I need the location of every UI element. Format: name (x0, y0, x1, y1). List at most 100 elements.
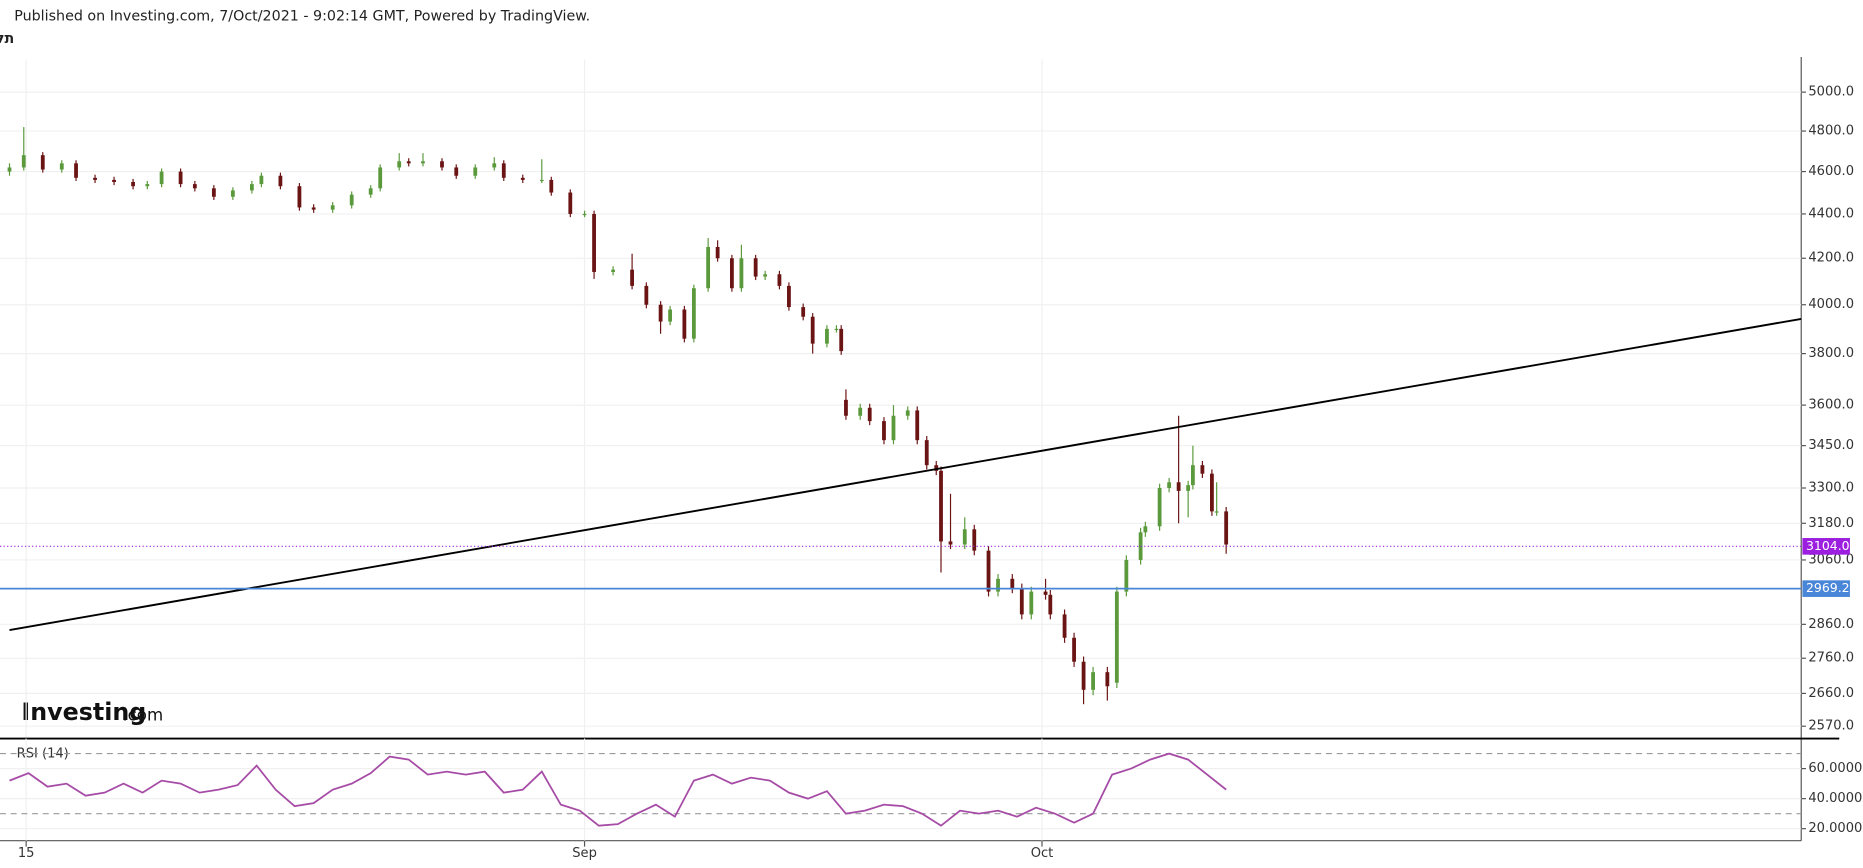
candle-body (682, 309, 687, 339)
y-tick-label: 2760.0 (1808, 651, 1854, 666)
candle-body (810, 316, 815, 344)
candle-body (834, 328, 839, 331)
candle-body (706, 246, 711, 289)
candle-body (397, 161, 402, 168)
candle-body (93, 177, 97, 180)
candle-body (630, 269, 634, 286)
candle-body (454, 167, 459, 176)
candle-body (297, 186, 302, 208)
candle-body (582, 213, 587, 216)
candle-body (753, 258, 758, 277)
candle-body (787, 285, 791, 308)
y-tick-label: 4200.0 (1808, 251, 1854, 266)
candle-body (825, 328, 829, 344)
candle-body (131, 181, 135, 187)
candle-body (891, 415, 896, 441)
candle-body (1214, 511, 1219, 513)
candle-body (1176, 482, 1181, 491)
candle-body (1114, 591, 1119, 683)
y-tick-label: 5000.0 (1808, 85, 1854, 100)
candle-body (962, 529, 967, 545)
candle-body (501, 163, 506, 178)
candle-body (915, 410, 920, 441)
candle-body (1029, 591, 1034, 615)
candle-body (40, 155, 45, 170)
candle-body (192, 184, 197, 189)
candle-body (520, 177, 525, 180)
y-tick-label: 4400.0 (1808, 206, 1854, 221)
y-tick-label: 3450.0 (1808, 438, 1854, 453)
candle-body (1209, 473, 1214, 512)
candle-body (1072, 637, 1076, 662)
y-tick-label: 40.0000 (1808, 791, 1862, 806)
candle-body (882, 421, 886, 441)
candle-body (249, 184, 254, 191)
candle-body (539, 179, 544, 182)
candle-body (1124, 559, 1129, 592)
candle-body (1019, 588, 1024, 615)
candle-body (905, 410, 910, 416)
candle-body (330, 205, 335, 210)
candle-body (939, 470, 943, 542)
trendline (9, 317, 1802, 631)
candle-body (74, 163, 78, 178)
candle-body (1048, 594, 1053, 615)
candle-body (924, 440, 929, 466)
candle-body (763, 274, 768, 277)
candle-body (658, 304, 663, 322)
candle-body (21, 155, 26, 168)
candle-body (178, 171, 183, 185)
candle-body (1081, 661, 1086, 690)
candle-body (230, 190, 235, 197)
candle-body (1157, 488, 1162, 527)
candle-body (844, 399, 848, 416)
candle-body (492, 163, 497, 168)
candle-body (211, 188, 216, 197)
candle-body (1167, 482, 1172, 489)
symbol: תלאביב, אפולו פאוור בע"מ, ישראל:APLP, 60 (0, 31, 14, 47)
candle-body (858, 407, 863, 416)
candle-body (715, 246, 720, 259)
candle-body (1143, 526, 1148, 533)
rsi-title: RSI (14) (17, 747, 69, 762)
candle-body (1190, 465, 1195, 486)
candle-body (59, 163, 64, 170)
candle-body (7, 167, 12, 172)
candle-body (311, 207, 316, 210)
y-tick-label: 3060.0 (1808, 552, 1854, 567)
candle-body (867, 407, 872, 422)
y-tick-label: 4800.0 (1808, 124, 1854, 139)
published: Published on Investing.com, 7/Oct/2021 -… (14, 9, 590, 25)
x-tick-label: Sep (572, 846, 597, 861)
candle-body (368, 188, 373, 195)
y-tick-label: 3180.0 (1808, 516, 1854, 531)
candle-body (611, 269, 615, 272)
candle-body (972, 529, 977, 551)
price-level-label: 3104.0 (1806, 538, 1850, 553)
x-tick-label: Oct (1031, 846, 1054, 861)
candle-body (996, 578, 1000, 592)
rsi-line (9, 752, 1227, 827)
candle-body (549, 179, 554, 193)
candle-body (729, 258, 734, 289)
y-tick-label: 3300.0 (1808, 481, 1854, 496)
candle-body (145, 184, 150, 187)
candle-body (1010, 578, 1015, 589)
y-tick-label: 3600.0 (1808, 398, 1854, 413)
candle-body (986, 550, 991, 592)
x-tick-label: 15 (18, 846, 35, 861)
candle-body (278, 175, 283, 187)
candle-body (259, 175, 264, 185)
candle-body (159, 171, 164, 185)
y-tick-label: 20.0000 (1808, 821, 1862, 836)
y-tick-label: 4600.0 (1808, 164, 1854, 179)
y-tick-label: 2570.0 (1808, 719, 1854, 734)
candle-body (801, 307, 806, 317)
price-level-badge (1802, 580, 1850, 597)
candle-body (406, 161, 411, 164)
y-tick-label: 3800.0 (1808, 346, 1854, 361)
candle-body (421, 161, 425, 164)
candle-body (1062, 614, 1067, 638)
candle-body (1105, 672, 1110, 687)
